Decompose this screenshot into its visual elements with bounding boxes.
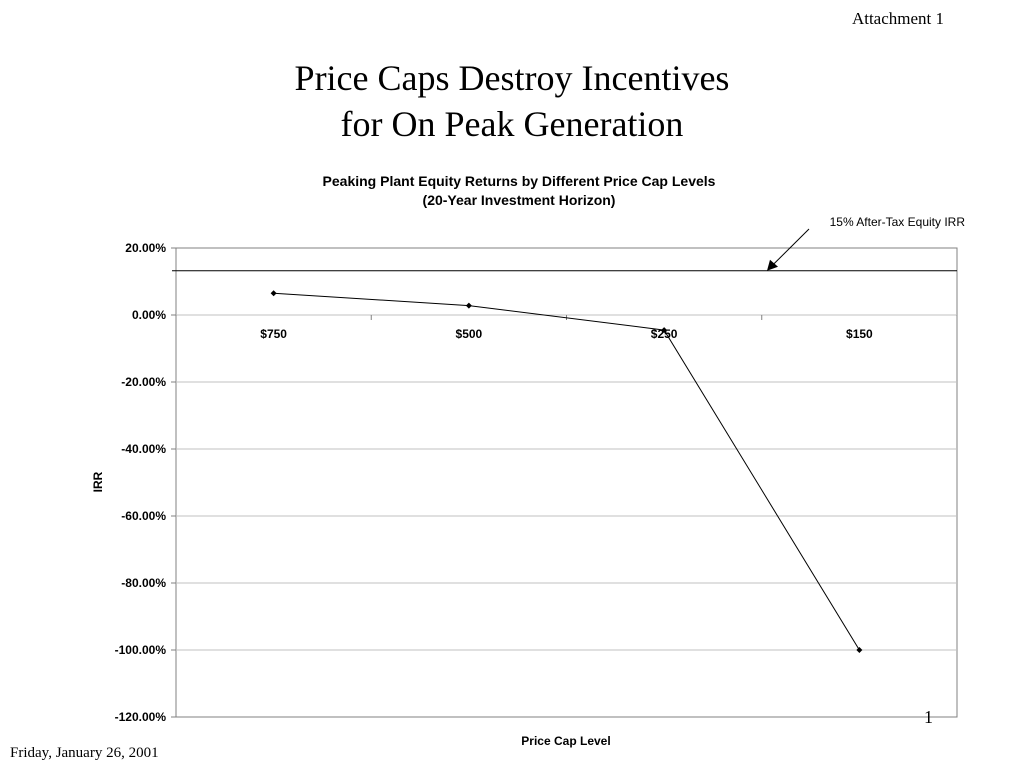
- y-tick-label: -60.00%: [121, 509, 166, 523]
- y-tick-label: -40.00%: [121, 442, 166, 456]
- data-point: [856, 647, 863, 653]
- plot-area: [175, 247, 958, 718]
- annotation-arrow-line: [772, 228, 810, 266]
- page-number: 1: [924, 707, 933, 727]
- x-category-label: $250: [651, 327, 678, 341]
- slide-date: Friday, January 26, 2001: [10, 745, 159, 761]
- chart-title-line1: Peaking Plant Equity Returns by Differen…: [323, 173, 716, 189]
- reference-line-group: 15% After-Tax Equity IRR: [172, 215, 966, 272]
- slide-title-line2: for On Peak Generation: [340, 104, 684, 144]
- data-point: [661, 327, 668, 334]
- y-axis-label: IRR: [91, 471, 105, 492]
- y-tick-label: -80.00%: [121, 576, 166, 590]
- y-tick-label: -20.00%: [121, 375, 166, 389]
- data-point: [465, 302, 472, 309]
- y-tick-label: -100.00%: [115, 643, 167, 657]
- y-tick-label: -120.00%: [115, 710, 167, 724]
- x-category-label: $500: [456, 327, 483, 341]
- y-tick-label: 0.00%: [132, 308, 166, 322]
- y-tick-label: 20.00%: [125, 241, 166, 255]
- chart-title-line2: (20-Year Investment Horizon): [423, 192, 616, 208]
- x-category-label: $750: [260, 327, 287, 341]
- slide-title: Price Caps Destroy Incentives for On Pea…: [0, 55, 1024, 147]
- irr-series-line: [273, 292, 860, 651]
- reference-line-label: 15% After-Tax Equity IRR: [830, 215, 966, 229]
- attachment-label: Attachment 1: [851, 9, 944, 28]
- y-axis-ticks: 20.00% 0.00% -20.00% -40.00% -60.00% -80.00% -…: [115, 241, 176, 724]
- series-group: [270, 290, 863, 653]
- data-point: [270, 290, 277, 297]
- x-category-labels: $750 $500 $250 $150: [175, 315, 958, 341]
- x-axis-label: Price Cap Level: [521, 734, 610, 748]
- x-category-label: $150: [846, 327, 873, 341]
- slide-title-line1: Price Caps Destroy Incentives: [294, 58, 730, 98]
- annotation-arrowhead: [767, 259, 778, 271]
- grid-lines: [176, 314, 957, 651]
